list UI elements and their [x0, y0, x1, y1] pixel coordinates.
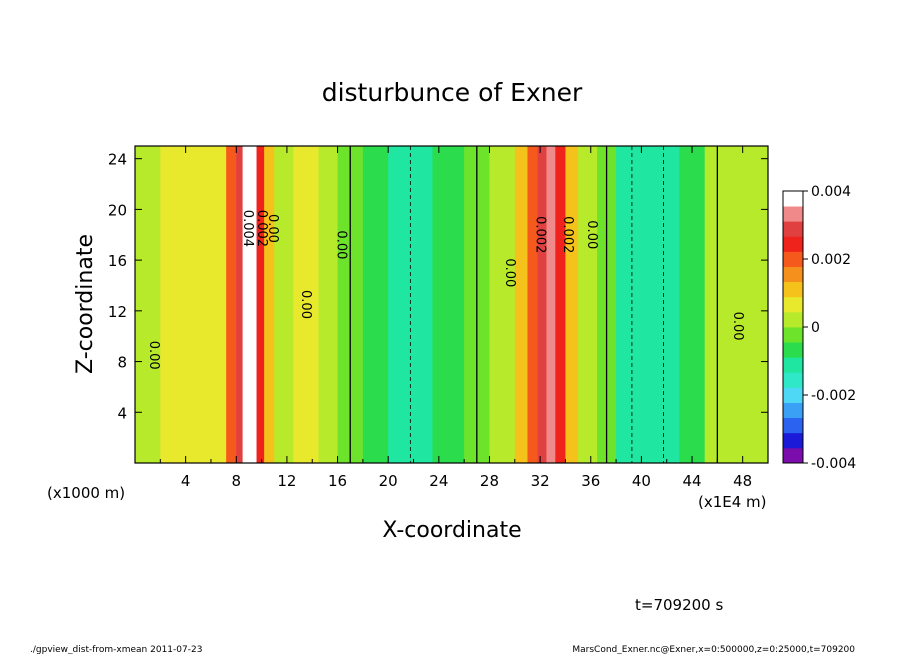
colorbar-swatch — [783, 387, 803, 403]
y-tick-label: 12 — [108, 303, 127, 321]
x-unit-left: (x1000 m) — [47, 484, 125, 502]
color-band — [236, 146, 244, 463]
color-band — [730, 146, 756, 463]
colorbar-swatch — [783, 236, 803, 252]
x-tick-label: 44 — [682, 472, 701, 490]
color-band — [537, 146, 548, 463]
color-band — [274, 146, 294, 463]
color-band — [210, 146, 227, 463]
plot-area — [135, 146, 768, 463]
y-tick-label: 4 — [117, 404, 127, 422]
footer-left: ./gpview_dist-from-xmean 2011-07-23 — [30, 645, 202, 654]
color-band — [432, 146, 465, 463]
color-band — [514, 146, 529, 463]
color-band — [546, 146, 556, 463]
color-band — [318, 146, 339, 463]
contour-label: 0.004 — [240, 210, 255, 247]
colorbar-swatch — [783, 357, 803, 373]
contour-label: 0.00 — [730, 312, 745, 341]
colorbar-swatch — [783, 251, 803, 267]
colorbar-tick-label: 0.004 — [811, 184, 851, 200]
x-tick-label: 40 — [632, 472, 651, 490]
contour-label: 0.00 — [334, 230, 349, 259]
color-band — [527, 146, 539, 463]
chart-title: disturbunce of Exner — [322, 78, 583, 107]
color-band — [248, 146, 258, 463]
contour-lines — [349, 146, 719, 463]
colorbar-swatch — [783, 281, 803, 298]
x-tick-label: 16 — [328, 472, 347, 490]
color-band — [755, 146, 768, 463]
time-label: t=709200 s — [635, 596, 723, 614]
contour-label: 0.00 — [265, 214, 280, 243]
colorbar-swatch — [783, 327, 803, 343]
y-tick-label: 16 — [108, 252, 127, 270]
colorbar-swatch — [783, 206, 803, 222]
color-band — [362, 146, 389, 463]
colorbar-ticks: 0.004 0.002 0 -0.002 -0.004 — [803, 184, 856, 472]
contour-label: 0.00 — [146, 341, 161, 370]
y-axis-ticks: 4 8 12 16 20 24 — [108, 151, 768, 422]
colorbar-swatch — [783, 432, 803, 449]
y-axis-label: Z-coordinate — [73, 234, 98, 374]
x-axis-label: X-coordinate — [382, 518, 521, 543]
footer-right: MarsCond_Exner.nc@Exner,x=0:500000,z=0:2… — [572, 645, 855, 654]
color-band — [489, 146, 516, 463]
y-tick-label: 20 — [108, 201, 127, 219]
contour-label: 0.002 — [254, 210, 269, 247]
plot-frame — [134, 145, 769, 464]
x-tick-label: 8 — [232, 472, 242, 490]
color-band — [135, 146, 161, 463]
colorbar — [782, 190, 804, 464]
contour-label: 0.002 — [560, 216, 575, 253]
x-tick-label: 20 — [379, 472, 398, 490]
x-tick-label: 36 — [581, 472, 600, 490]
x-tick-label: 12 — [277, 472, 296, 490]
x-tick-label: 48 — [733, 472, 752, 490]
colorbar-swatch — [783, 402, 803, 419]
x-unit-right: (x1E4 m) — [698, 493, 767, 511]
color-band — [578, 146, 598, 463]
color-bands — [135, 146, 768, 463]
color-band — [679, 146, 706, 463]
contour-label: 0.00 — [502, 258, 517, 287]
y-tick-label: 24 — [108, 151, 127, 169]
color-band — [185, 146, 212, 463]
color-band — [555, 146, 567, 463]
x-tick-label: 28 — [480, 472, 499, 490]
contour-label: 0.00 — [298, 290, 313, 319]
colorbar-tick-label: -0.002 — [811, 388, 856, 404]
color-band — [264, 146, 275, 463]
color-band — [565, 146, 579, 463]
contour-label: 0.002 — [532, 216, 547, 253]
color-band — [226, 146, 237, 463]
contour-label: 0.00 — [584, 220, 599, 249]
x-tick-label: 24 — [429, 472, 448, 490]
colorbar-tick-label: -0.004 — [811, 456, 856, 472]
colorbar-swatch — [783, 266, 803, 283]
colorbar-swatch — [783, 191, 803, 207]
color-band — [293, 146, 320, 463]
colorbar-swatch — [783, 372, 803, 388]
colorbar-swatch — [783, 221, 803, 237]
colorbar-swatch — [783, 447, 803, 464]
colorbar-tick-label: 0.002 — [811, 252, 851, 268]
color-band — [160, 146, 187, 463]
x-axis-ticks: 4 8 12 16 20 24 28 32 36 40 44 48 — [159, 146, 752, 490]
color-band — [256, 146, 265, 463]
colorbar-swatch — [783, 311, 803, 328]
colorbar-swatch — [783, 342, 803, 358]
colorbar-swatch — [783, 296, 803, 313]
color-band — [242, 146, 250, 463]
y-tick-label: 8 — [117, 354, 127, 372]
x-tick-label: 4 — [181, 472, 191, 490]
x-tick-label: 32 — [531, 472, 550, 490]
colorbar-tick-label: 0 — [811, 320, 820, 336]
colorbar-swatch — [783, 417, 803, 434]
